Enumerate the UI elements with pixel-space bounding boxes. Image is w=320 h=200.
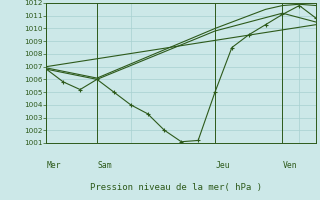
- Text: Sam: Sam: [98, 161, 112, 170]
- Text: Jeu: Jeu: [216, 161, 230, 170]
- Text: Pression niveau de la mer( hPa ): Pression niveau de la mer( hPa ): [90, 183, 262, 192]
- Text: Ven: Ven: [283, 161, 298, 170]
- Text: Mer: Mer: [47, 161, 62, 170]
